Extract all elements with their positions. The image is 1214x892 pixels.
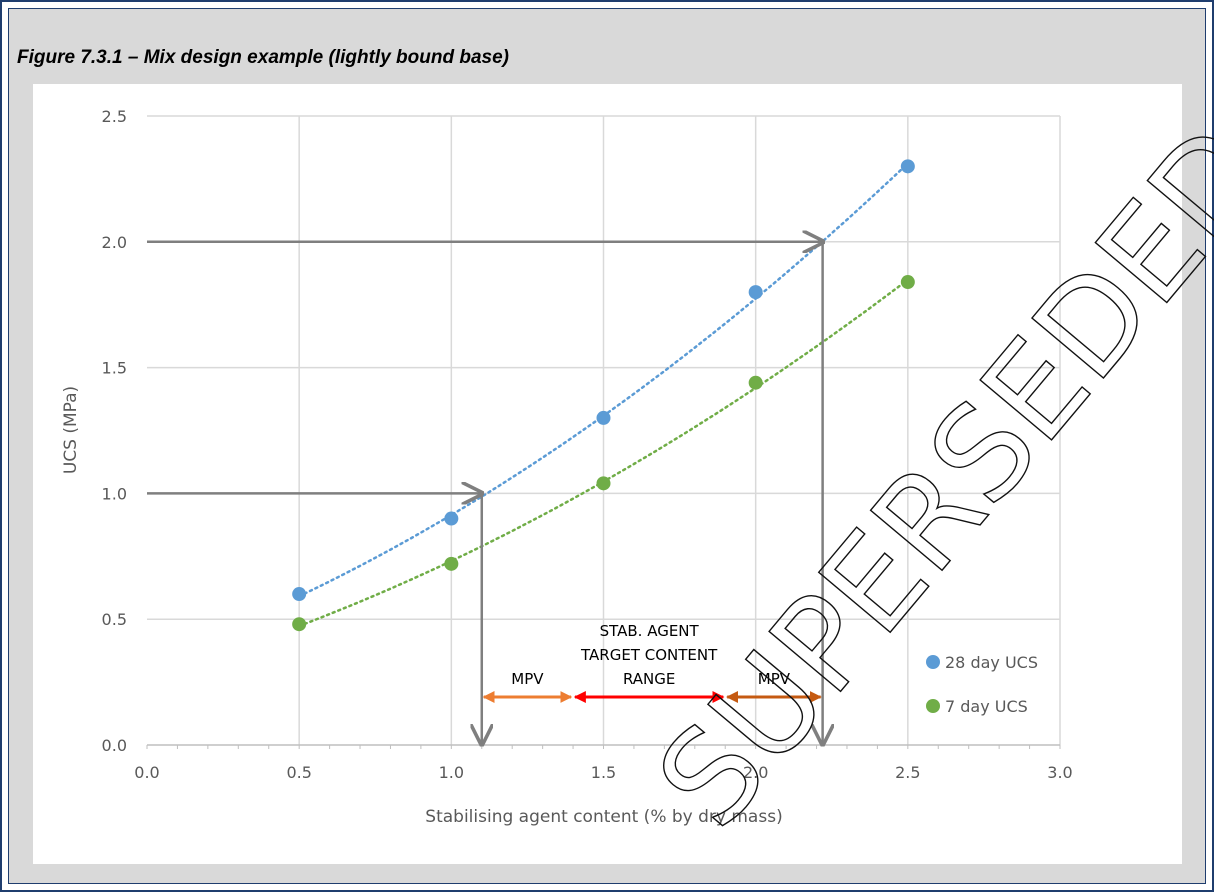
figure-title: Figure 7.3.1 – Mix design example (light… xyxy=(17,47,509,68)
y-tick-label: 2.0 xyxy=(102,233,127,252)
legend-marker-28-day xyxy=(926,655,940,669)
point-28-day xyxy=(292,587,307,602)
range-label: MPV xyxy=(511,670,544,688)
point-7-day xyxy=(900,275,915,290)
y-axis-label: UCS (MPa) xyxy=(61,386,81,474)
axes: 0.0 0.5 1.0 1.5 2.0 2.5 3.0 0.0 0.5 1.0 1.5 2.0 2.5 xyxy=(102,107,1073,782)
point-28-day xyxy=(900,159,915,174)
legend-label: 7 day UCS xyxy=(945,697,1028,716)
y-tick-label: 1.0 xyxy=(102,484,127,503)
point-7-day xyxy=(444,556,459,571)
x-tick-label: 1.0 xyxy=(439,763,464,782)
point-28-day xyxy=(444,511,459,526)
watermark-text: SUPERSEDED xyxy=(630,99,1214,855)
x-tick-label: 2.5 xyxy=(895,763,920,782)
point-28-day xyxy=(596,410,611,425)
y-tick-label: 2.5 xyxy=(102,107,127,126)
point-7-day xyxy=(292,617,307,632)
range-label-line: TARGET CONTENT xyxy=(580,646,718,664)
legend-marker-7-day xyxy=(926,699,940,713)
point-28-day xyxy=(748,285,763,300)
range-label: MPV xyxy=(758,670,791,688)
x-tick-label: 0.0 xyxy=(134,763,159,782)
y-tick-label: 1.5 xyxy=(102,359,127,378)
x-tick-label: 2.0 xyxy=(743,763,768,782)
chart-panel xyxy=(33,84,1182,864)
x-tick-label: 1.5 xyxy=(591,763,616,782)
watermark: SUPERSEDED xyxy=(629,98,1214,856)
point-7-day xyxy=(596,476,611,491)
y-tick-label: 0.5 xyxy=(102,610,127,629)
x-axis-label: Stabilising agent content (% by dry mass… xyxy=(425,807,782,827)
x-tick-label: 0.5 xyxy=(286,763,311,782)
reference-lines xyxy=(147,242,823,744)
point-7-day xyxy=(748,375,763,390)
range-label-line: STAB. AGENT xyxy=(600,622,700,640)
x-tick-label: 3.0 xyxy=(1047,763,1072,782)
legend: 28 day UCS 7 day UCS xyxy=(926,653,1038,716)
range-label-line: RANGE xyxy=(623,670,675,688)
range-arrows: MPV STAB. AGENT TARGET CONTENT RANGE MPV xyxy=(482,622,822,703)
legend-label: 28 day UCS xyxy=(945,653,1038,672)
y-tick-label: 0.0 xyxy=(102,736,127,755)
data-points xyxy=(292,159,915,632)
